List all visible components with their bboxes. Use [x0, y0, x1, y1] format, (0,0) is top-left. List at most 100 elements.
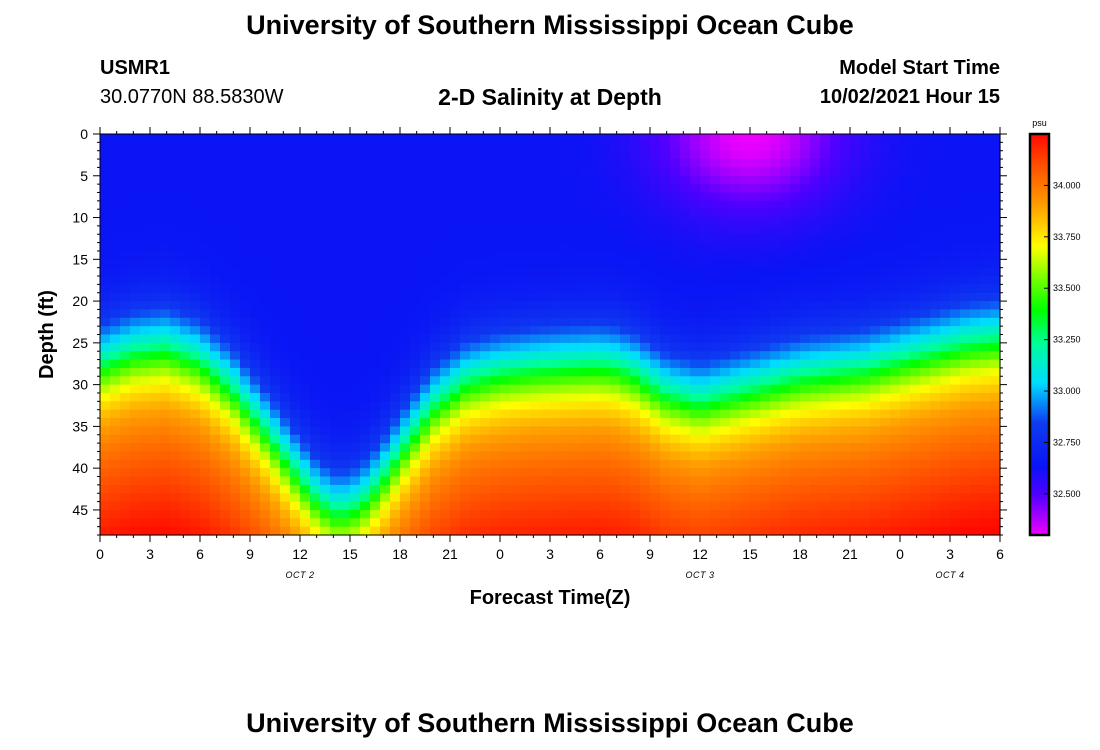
heatmap-cell: [990, 225, 1001, 235]
heatmap-cell: [990, 342, 1001, 352]
heatmap-cell: [520, 184, 531, 194]
heatmap-cell: [420, 225, 431, 235]
heatmap-cell: [190, 392, 201, 402]
heatmap-cell: [510, 476, 521, 486]
heatmap-cell: [540, 518, 551, 528]
heatmap-cell: [950, 409, 961, 419]
heatmap-cell: [170, 459, 181, 469]
heatmap-cell: [910, 250, 921, 260]
heatmap-cell: [130, 292, 141, 302]
heatmap-cell: [730, 209, 741, 219]
heatmap-cell: [650, 175, 661, 185]
heatmap-cell: [430, 409, 441, 419]
heatmap-cell: [690, 184, 701, 194]
heatmap-cell: [450, 409, 461, 419]
heatmap-cell: [590, 501, 601, 511]
heatmap-cell: [830, 509, 841, 519]
heatmap-cell: [830, 142, 841, 152]
heatmap-cell: [890, 326, 901, 336]
heatmap-cell: [490, 509, 501, 519]
heatmap-cell: [640, 200, 651, 210]
heatmap-cell: [170, 150, 181, 160]
heatmap-cell: [940, 192, 951, 202]
heatmap-cell: [480, 476, 491, 486]
heatmap-cell: [380, 326, 391, 336]
heatmap-cell: [190, 459, 201, 469]
heatmap-cell: [710, 292, 721, 302]
heatmap-cell: [760, 367, 771, 377]
heatmap-cell: [370, 192, 381, 202]
heatmap-cell: [950, 192, 961, 202]
heatmap-cell: [490, 142, 501, 152]
heatmap-cell: [140, 225, 151, 235]
heatmap-cell: [510, 284, 521, 294]
heatmap-cell: [310, 159, 321, 169]
heatmap-cell: [930, 200, 941, 210]
heatmap-cell: [610, 317, 621, 327]
heatmap-cell: [640, 301, 651, 311]
heatmap-cell: [960, 292, 971, 302]
heatmap-cell: [910, 526, 921, 536]
heatmap-cell: [250, 284, 261, 294]
heatmap-cell: [800, 317, 811, 327]
heatmap-cell: [410, 317, 421, 327]
heatmap-cell: [520, 384, 531, 394]
heatmap-cell: [950, 418, 961, 427]
heatmap-cell: [880, 184, 891, 194]
heatmap-cell: [940, 409, 951, 419]
heatmap-cell: [120, 434, 131, 444]
heatmap-cell: [790, 476, 801, 486]
heatmap-cell: [190, 267, 201, 277]
heatmap-cell: [660, 317, 671, 327]
heatmap-cell: [900, 501, 911, 511]
heatmap-cell: [840, 267, 851, 277]
heatmap-cell: [660, 150, 671, 160]
heatmap-cell: [830, 493, 841, 503]
heatmap-cell: [130, 434, 141, 444]
heatmap-cell: [750, 468, 761, 478]
heatmap-cell: [830, 459, 841, 469]
heatmap-cell: [240, 409, 251, 419]
heatmap-cell: [250, 225, 261, 235]
heatmap-cell: [170, 476, 181, 486]
heatmap-cell: [140, 367, 151, 377]
heatmap-cell: [340, 150, 351, 160]
heatmap-cell: [140, 509, 151, 519]
heatmap-cell: [700, 434, 711, 444]
heatmap-cell: [170, 384, 181, 394]
heatmap-cell: [400, 234, 411, 244]
heatmap-cell: [870, 493, 881, 503]
heatmap-cell: [660, 326, 671, 336]
heatmap-cell: [750, 334, 761, 344]
heatmap-cell: [580, 518, 591, 528]
heatmap-cell: [640, 334, 651, 344]
heatmap-cell: [480, 159, 491, 169]
heatmap-cell: [570, 342, 581, 352]
heatmap-cell: [140, 526, 151, 536]
heatmap-cell: [550, 192, 561, 202]
heatmap-cell: [830, 301, 841, 311]
heatmap-cell: [870, 367, 881, 377]
heatmap-cell: [320, 501, 331, 511]
heatmap-cell: [840, 159, 851, 169]
heatmap-cell: [630, 367, 641, 377]
heatmap-cell: [230, 150, 241, 160]
heatmap-cell: [640, 493, 651, 503]
heatmap-cell: [160, 284, 171, 294]
heatmap-cell: [180, 184, 191, 194]
heatmap-cell: [560, 426, 571, 436]
heatmap-cell: [910, 468, 921, 478]
heatmap-cell: [420, 418, 431, 427]
heatmap-cell: [320, 134, 331, 143]
heatmap-cell: [700, 192, 711, 202]
heatmap-cell: [270, 234, 281, 244]
heatmap-cell: [920, 367, 931, 377]
heatmap-cell: [280, 418, 291, 427]
heatmap-cell: [810, 434, 821, 444]
heatmap-cell: [610, 167, 621, 177]
heatmap-cell: [750, 351, 761, 361]
heatmap-cell: [450, 242, 461, 252]
heatmap-cell: [500, 468, 511, 478]
heatmap-cell: [110, 493, 121, 503]
heatmap-cell: [870, 242, 881, 252]
